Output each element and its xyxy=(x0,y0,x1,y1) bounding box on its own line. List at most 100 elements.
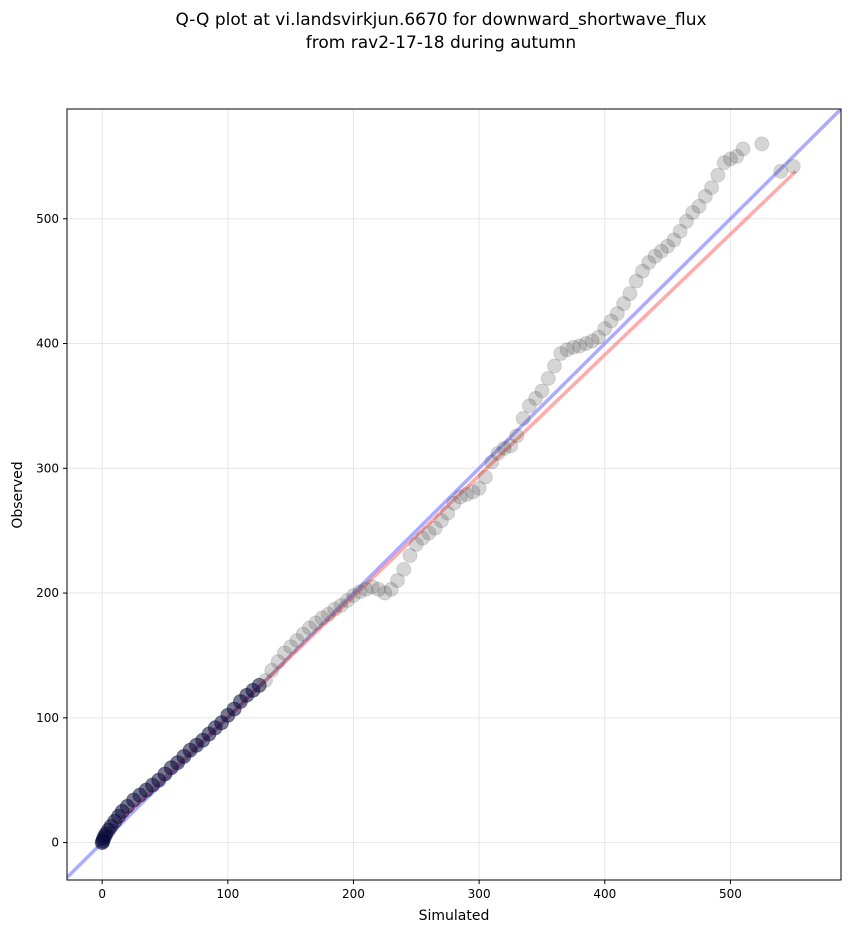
quantile-point xyxy=(559,342,575,358)
quantile-point xyxy=(735,141,751,157)
quantile-point xyxy=(465,484,481,500)
quantile-point xyxy=(666,232,682,248)
quantile-point xyxy=(383,581,399,597)
quantile-point xyxy=(609,306,625,322)
x-tick-label: 400 xyxy=(593,887,616,901)
quantile-point xyxy=(603,313,619,329)
quantile-point xyxy=(283,639,299,655)
quantile-point xyxy=(327,601,343,617)
quantile-point xyxy=(270,654,286,670)
quantile-point xyxy=(364,579,380,595)
y-axis-label: Observed xyxy=(10,461,26,528)
quantile-point xyxy=(421,525,437,541)
grid xyxy=(67,109,841,880)
quantile-point xyxy=(584,333,600,349)
quantile-point xyxy=(314,610,330,626)
quantile-point xyxy=(496,440,512,456)
quantile-point xyxy=(490,445,506,461)
quantile-point xyxy=(415,530,431,546)
x-tick-label: 100 xyxy=(216,887,239,901)
quantile-point xyxy=(716,155,732,171)
quantile-point xyxy=(308,615,324,631)
y-tick-label: 100 xyxy=(36,711,59,725)
quantile-point xyxy=(547,358,563,374)
quantile-point xyxy=(521,398,537,414)
quantile-point xyxy=(446,495,462,511)
quantile-point xyxy=(289,632,305,648)
quantile-point xyxy=(509,428,525,444)
quantile-point xyxy=(251,677,267,693)
quantile-point xyxy=(628,273,644,289)
quantile-point xyxy=(471,480,487,496)
quantile-point xyxy=(302,620,318,636)
quantile-point xyxy=(339,593,355,609)
quantile-point xyxy=(697,188,713,204)
quantile-point xyxy=(785,158,801,174)
quantile-point xyxy=(377,585,393,601)
quantile-point xyxy=(276,645,292,661)
quantile-point xyxy=(264,662,280,678)
quantile-point xyxy=(678,213,694,229)
quantile-point xyxy=(503,438,519,454)
quantile-point xyxy=(704,180,720,196)
quantile-point xyxy=(389,573,405,589)
quantile-point xyxy=(773,163,789,179)
quantile-point xyxy=(358,581,374,597)
quantile-point xyxy=(295,626,311,642)
x-tick-label: 500 xyxy=(719,887,742,901)
quantile-point xyxy=(452,489,468,505)
chart-title: Q-Q plot at vi.landsvirkjun.6670 for dow… xyxy=(175,10,706,30)
y-tick-label: 300 xyxy=(36,461,59,475)
y-tick-label: 400 xyxy=(36,337,59,351)
quantile-point xyxy=(396,561,412,577)
quantile-point xyxy=(578,336,594,352)
quantile-point xyxy=(672,223,688,239)
quantile-point xyxy=(433,513,449,529)
quantile-point xyxy=(710,167,726,183)
quantile-point xyxy=(534,383,550,399)
quantile-point xyxy=(427,520,443,536)
y-tick-label: 200 xyxy=(36,586,59,600)
quantile-point xyxy=(641,254,657,270)
quantile-point xyxy=(653,243,669,259)
quantile-point xyxy=(660,238,676,254)
quantile-point xyxy=(553,346,569,362)
quantile-point xyxy=(440,505,456,521)
quantile-point xyxy=(754,136,770,152)
quantile-point xyxy=(371,581,387,597)
plot-frame xyxy=(66,108,842,881)
quantile-point xyxy=(515,410,531,426)
x-tick-label: 0 xyxy=(98,887,106,901)
quantile-point xyxy=(352,584,368,600)
quantile-point xyxy=(597,321,613,337)
y-tick-label: 500 xyxy=(36,212,59,226)
quantile-point xyxy=(320,606,336,622)
quantile-point xyxy=(634,263,650,279)
quantile-point xyxy=(729,148,745,164)
quantile-point xyxy=(647,248,663,264)
quantile-point xyxy=(622,286,638,302)
x-tick-label: 300 xyxy=(468,887,491,901)
quantile-point xyxy=(616,296,632,312)
chart-subtitle: from rav2-17-18 during autumn xyxy=(306,33,576,53)
quantile-point xyxy=(691,198,707,214)
x-tick-label: 200 xyxy=(342,887,365,901)
quantile-point xyxy=(345,588,361,604)
x-axis-label: Simulated xyxy=(419,908,490,924)
quantile-point xyxy=(722,151,738,167)
quantile-point xyxy=(459,487,475,502)
quantile-point xyxy=(590,329,606,345)
quantile-point xyxy=(528,390,544,406)
quantile-point xyxy=(685,205,701,221)
quantile-point xyxy=(408,536,424,552)
quantile-point xyxy=(484,454,500,470)
quantile-point xyxy=(258,672,274,688)
quantile-point xyxy=(565,339,581,355)
quantile-point xyxy=(402,548,418,564)
quantile-point xyxy=(572,338,588,354)
quantile-point xyxy=(333,598,349,614)
quantile-point xyxy=(477,469,493,485)
y-tick-label: 0 xyxy=(51,836,59,850)
quantile-point xyxy=(540,370,556,386)
